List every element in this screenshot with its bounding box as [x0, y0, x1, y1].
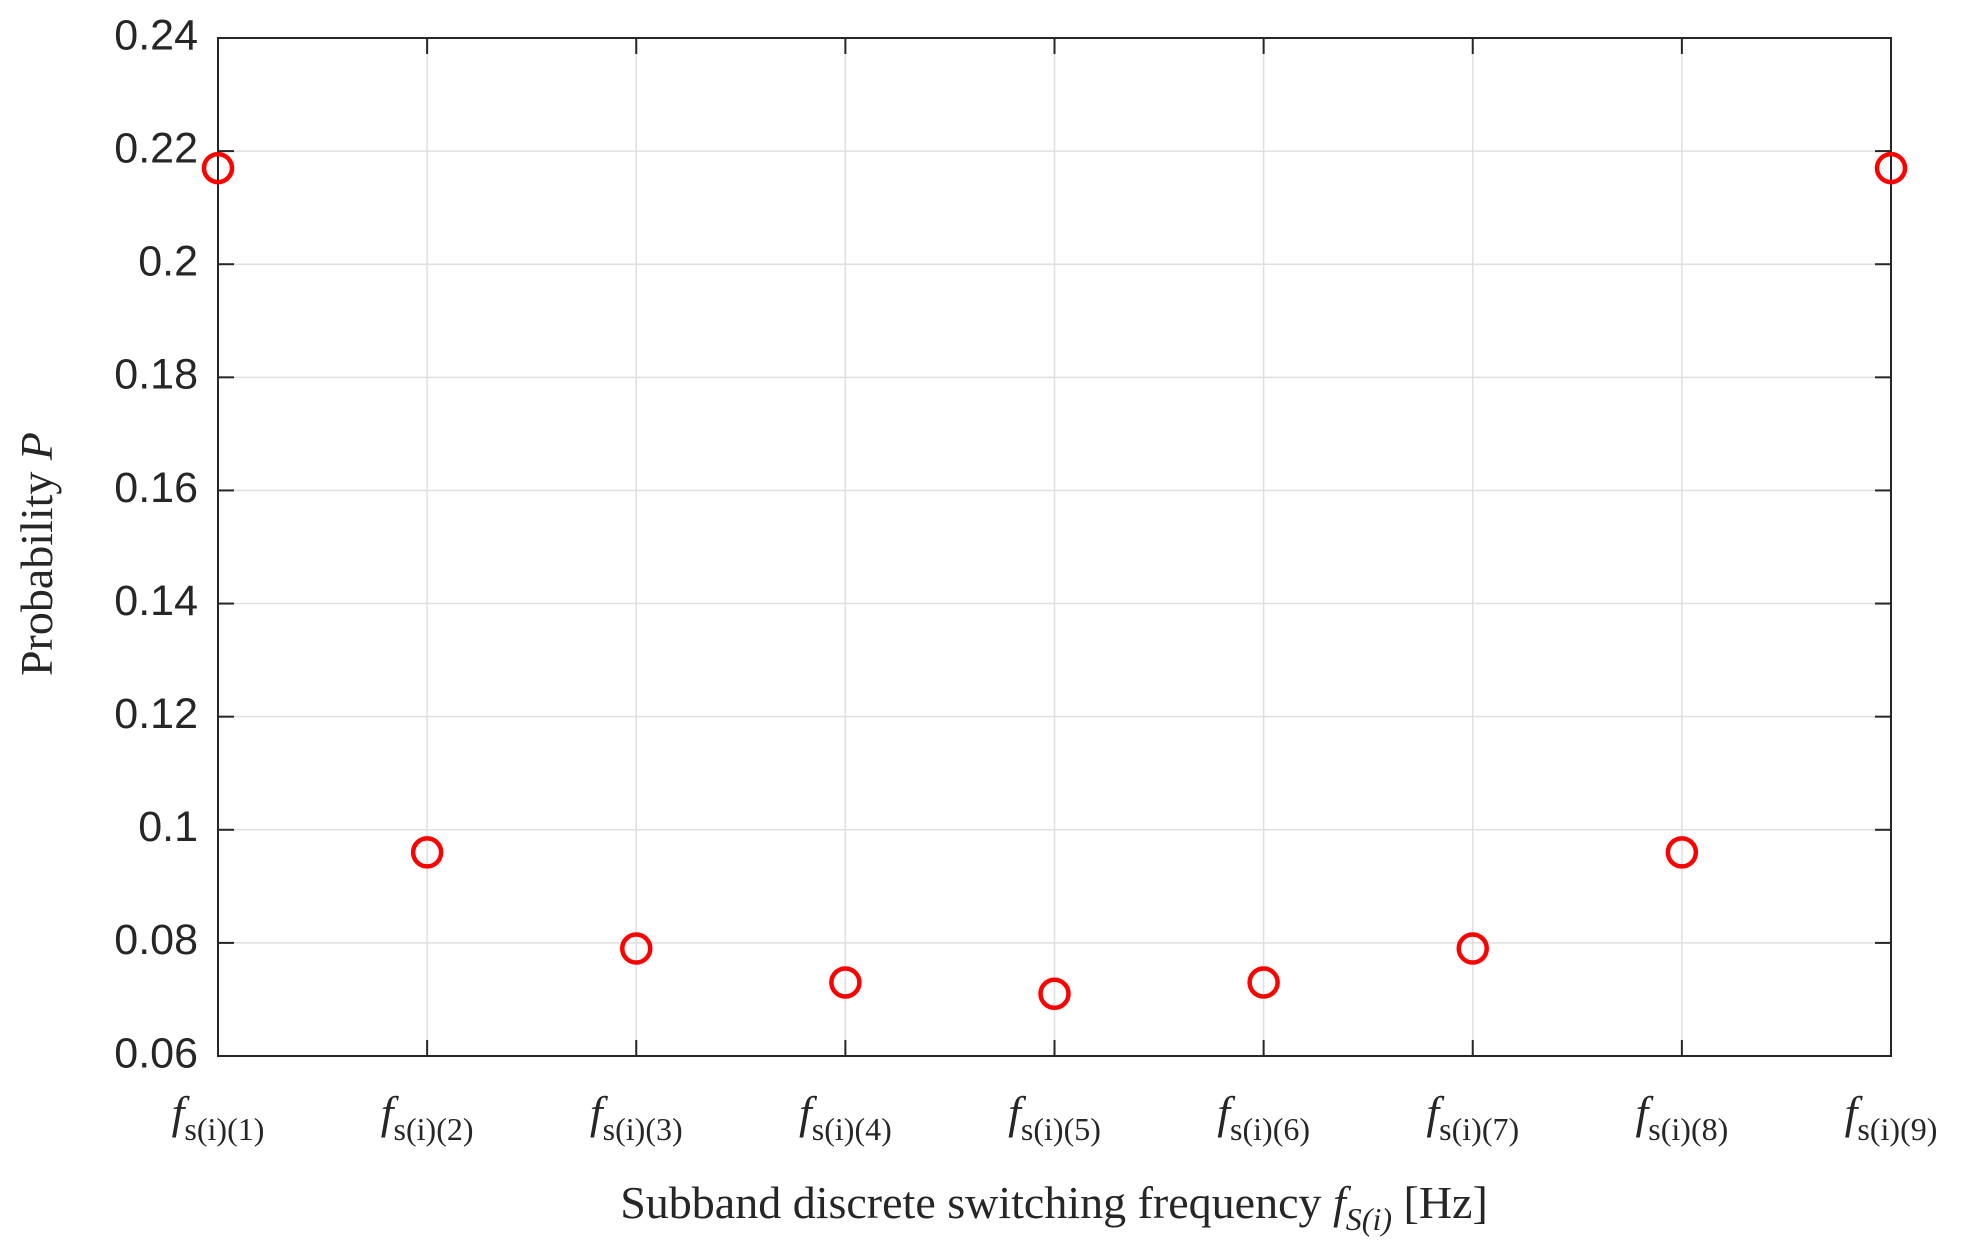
x-tick-label: fs(i)(5) — [1008, 1087, 1101, 1147]
x-tick-label: fs(i)(3) — [590, 1087, 683, 1147]
x-tick-label: fs(i)(1) — [172, 1087, 265, 1147]
x-tick-sub: s(i)(9) — [1857, 1111, 1937, 1147]
y-tick-label: 0.24 — [114, 11, 198, 59]
plot-frame — [217, 37, 1892, 1057]
x-tick-sub: s(i)(6) — [1230, 1111, 1310, 1147]
y-axis-label: Probability P — [11, 432, 62, 676]
x-tick-sub: s(i)(3) — [603, 1111, 683, 1147]
x-tick-sub: s(i)(1) — [184, 1111, 264, 1147]
y-tick-label: 0.1 — [138, 803, 198, 851]
y-label-text: Probability — [11, 472, 62, 676]
x-tick-sub: s(i)(7) — [1439, 1111, 1519, 1147]
x-label-sub: S(i) — [1346, 1201, 1392, 1237]
x-tick-sub: s(i)(4) — [812, 1111, 892, 1147]
marker — [1665, 836, 1699, 869]
marker — [829, 966, 862, 999]
y-tick-label: 0.08 — [114, 916, 198, 964]
y-tick-label: 0.18 — [114, 351, 198, 399]
x-tick-sub: s(i)(2) — [394, 1111, 474, 1147]
marker — [1456, 932, 1489, 965]
x-tick-label: fs(i)(2) — [381, 1087, 474, 1147]
x-axis-label: Subband discrete switching frequency fS(… — [620, 1177, 1488, 1237]
x-tick-label: fs(i)(8) — [1636, 1087, 1729, 1147]
marker — [1247, 966, 1280, 999]
marker — [410, 836, 444, 869]
x-tick-sub: s(i)(5) — [1021, 1111, 1101, 1147]
x-tick-label: fs(i)(9) — [1845, 1087, 1938, 1147]
x-tick-sub: s(i)(8) — [1648, 1111, 1728, 1147]
y-label-symbol: P — [11, 432, 62, 461]
y-tick-label: 0.06 — [114, 1029, 198, 1077]
y-tick-label: 0.22 — [114, 124, 198, 172]
x-tick-label: fs(i)(7) — [1426, 1087, 1519, 1147]
x-tick-label: fs(i)(6) — [1217, 1087, 1310, 1147]
y-tick-label: 0.16 — [114, 464, 198, 512]
marker — [1038, 977, 1071, 1011]
y-tick-label: 0.12 — [114, 690, 198, 738]
x-label-text: Subband discrete switching frequency — [620, 1177, 1321, 1228]
y-tick-label: 0.14 — [114, 577, 198, 625]
marker — [620, 932, 653, 965]
marker — [1874, 151, 1908, 185]
x-label-unit: [Hz] — [1404, 1177, 1488, 1228]
marker — [201, 151, 235, 185]
x-tick-label: fs(i)(4) — [799, 1087, 892, 1147]
y-tick-label: 0.2 — [138, 238, 198, 286]
